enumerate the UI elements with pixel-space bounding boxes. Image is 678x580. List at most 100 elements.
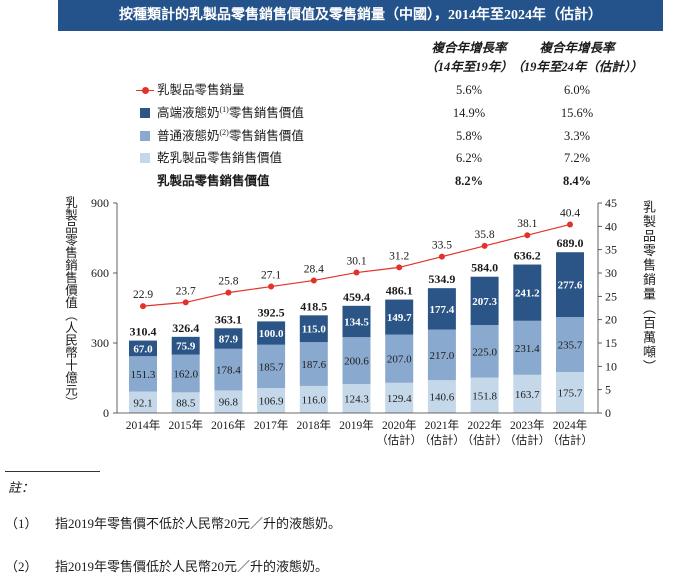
footnote-ref-1: (1) [219, 104, 229, 114]
sales-volume-point-2024 [567, 221, 573, 228]
bar-regular-liquid-milk-2018 [299, 342, 328, 386]
bar-premium-liquid-milk-2021 [427, 288, 456, 330]
x-tick-label: 2014年 [126, 418, 161, 432]
bar-regular-liquid-milk-2019 [342, 337, 371, 384]
legend-row-total-value: 乳製品零售銷售價值 8.2% 8.4% [0, 173, 678, 189]
x-tick-label: 2015年 [168, 418, 203, 432]
bar-dry-dairy-2014 [129, 391, 157, 413]
x-tick-sublabel: （估計） [419, 433, 465, 447]
x-tick-sublabel: （估計） [504, 433, 550, 447]
note-1-marker: （1） [5, 516, 38, 531]
label-regular-liquid-milk-2016: 178.4 [216, 365, 241, 377]
cagr-header-2-line2: （19年至24年（估計）） [511, 60, 643, 74]
label-dry-dairy-2018: 116.0 [302, 394, 327, 406]
bar-premium-liquid-milk-2017 [257, 321, 286, 345]
bar-premium-liquid-milk-2024 [556, 252, 584, 318]
bar-dry-dairy-2022 [470, 377, 499, 413]
y-axis-left-title: 乳製品零售銷售價值（人民幣十億元） [63, 196, 77, 409]
sales-volume-label-2018: 28.4 [304, 263, 324, 275]
total-label-2015: 326.4 [172, 321, 199, 335]
total-label-2014: 310.4 [130, 325, 157, 339]
y2-tick-label: 30 [605, 266, 617, 280]
y2-tick-label: 25 [605, 289, 617, 303]
label-dry-dairy-2019: 124.3 [344, 393, 369, 405]
label-regular-liquid-milk-2015: 162.0 [173, 368, 198, 380]
sales-volume-label-2024: 40.4 [560, 207, 580, 219]
sales-volume-point-2014 [140, 303, 146, 310]
bar-regular-liquid-milk-2021 [427, 329, 456, 381]
y2-tick-label: 40 [605, 219, 617, 233]
sales-volume-label-2017: 27.1 [261, 270, 281, 282]
label-premium-liquid-milk-2015: 75.9 [176, 341, 196, 353]
cagr-19-24-premium-liquid-milk: 15.6% [560, 106, 594, 120]
legend-line-dot-icon [141, 86, 149, 94]
legend-row-regular-liquid-milk: 普通液態奶(2)零售銷售價值 5.8% 3.3% [0, 128, 678, 144]
total-label-2016: 363.1 [215, 312, 242, 326]
bar-premium-liquid-milk-2020 [385, 299, 414, 335]
bar-dry-dairy-2019 [342, 383, 371, 413]
label-dry-dairy-2016: 96.8 [219, 397, 239, 409]
y2-tick-label: 10 [605, 359, 617, 373]
sales-volume-label-2022: 35.8 [475, 229, 495, 241]
x-tick-label: 2017年 [254, 418, 289, 432]
label-regular-liquid-milk-2019: 200.6 [344, 356, 369, 368]
y-tick-label: 900 [91, 196, 109, 210]
axes: 0 300 600 900 0 5 10 15 20 25 30 35 40 45 [91, 196, 617, 420]
label-premium-liquid-milk-2017: 100.0 [259, 328, 284, 340]
total-label-2020: 486.1 [386, 284, 413, 298]
x-tick-label: 2021年 [425, 418, 460, 432]
y2-tick-label: 0 [605, 406, 611, 420]
x-tick-sublabel: （估計） [547, 433, 593, 447]
x-tick-label: 2022年 [467, 418, 502, 432]
label-premium-liquid-milk-2021: 177.4 [430, 304, 455, 316]
total-label-2018: 418.5 [300, 299, 327, 313]
label-dry-dairy-2021: 140.6 [430, 392, 455, 404]
bar-dry-dairy-2020 [385, 382, 414, 413]
cagr-14-19-regular-liquid-milk: 5.8% [455, 129, 483, 143]
bar-dry-dairy-2015 [171, 392, 200, 413]
bar-regular-liquid-milk-2020 [385, 334, 414, 383]
sales-volume-line-icon [136, 85, 154, 95]
bar-dry-dairy-2023 [513, 374, 542, 413]
notes-divider [5, 471, 100, 472]
bar-dry-dairy-2016 [214, 390, 243, 413]
bar-premium-liquid-milk-2015 [171, 336, 200, 355]
label-premium-liquid-milk-2014: 67.0 [133, 343, 153, 355]
sales-volume-label-2023: 38.1 [517, 218, 537, 230]
sales-volume-label-2019: 30.1 [346, 256, 366, 268]
cagr-header-2-line1: 複合年增長率 [539, 41, 615, 55]
note-2-text: 指2019年零售價低於人民幣20元／升的液態奶。 [55, 559, 329, 574]
bar-premium-liquid-milk-2023 [513, 264, 542, 321]
legend-label-sales-volume: 乳製品零售銷量 [157, 83, 245, 97]
label-premium-liquid-milk-2024: 277.6 [558, 280, 583, 292]
y2-tick-label: 15 [605, 336, 617, 350]
total-labels: 310.4 326.4 363.1 392.5 418.5 459.4 486.1 534.9… [130, 236, 584, 338]
y2-tick-label: 45 [605, 196, 617, 210]
dry-dairy-square-icon [140, 153, 150, 163]
sales-volume-point-2018 [310, 277, 317, 284]
cagr-19-24-sales-volume: 6.0% [563, 83, 591, 97]
sales-volume-point-2019 [353, 269, 360, 276]
cagr-header-1-line2: （14年至19年） [425, 60, 513, 74]
label-dry-dairy-2024: 175.7 [558, 388, 583, 400]
label-premium-liquid-milk-2018: 115.0 [302, 324, 327, 336]
label-dry-dairy-2022: 151.8 [472, 390, 497, 402]
label-regular-liquid-milk-2020: 207.0 [387, 354, 412, 366]
cagr-header-1-line1: 複合年增長率 [431, 41, 507, 55]
note-2-marker: （2） [5, 559, 38, 574]
x-tick-sublabel: （估計） [462, 433, 508, 447]
label-dry-dairy-2023: 163.7 [515, 389, 540, 401]
sales-volume-label-2015: 23.7 [176, 285, 196, 297]
note-1-text: 指2019年零售價不低於人民幣20元／升的液態奶。 [55, 516, 342, 531]
total-label-2024: 689.0 [557, 236, 584, 250]
cagr-14-19-total-value: 8.2% [454, 174, 484, 188]
bar-premium-liquid-milk-2019 [342, 305, 371, 338]
y2-tick-label: 20 [605, 313, 617, 327]
label-premium-liquid-milk-2016: 87.9 [219, 334, 239, 346]
sales-volume-point-2016 [225, 289, 232, 296]
label-dry-dairy-2017: 106.9 [259, 396, 284, 408]
notes-heading: 註： [8, 480, 35, 495]
legend-label-dry-dairy: 乾乳製品零售銷售價值 [157, 151, 283, 165]
sales-volume-label-2021: 33.5 [432, 240, 452, 252]
y2-tick-label: 5 [605, 383, 611, 397]
